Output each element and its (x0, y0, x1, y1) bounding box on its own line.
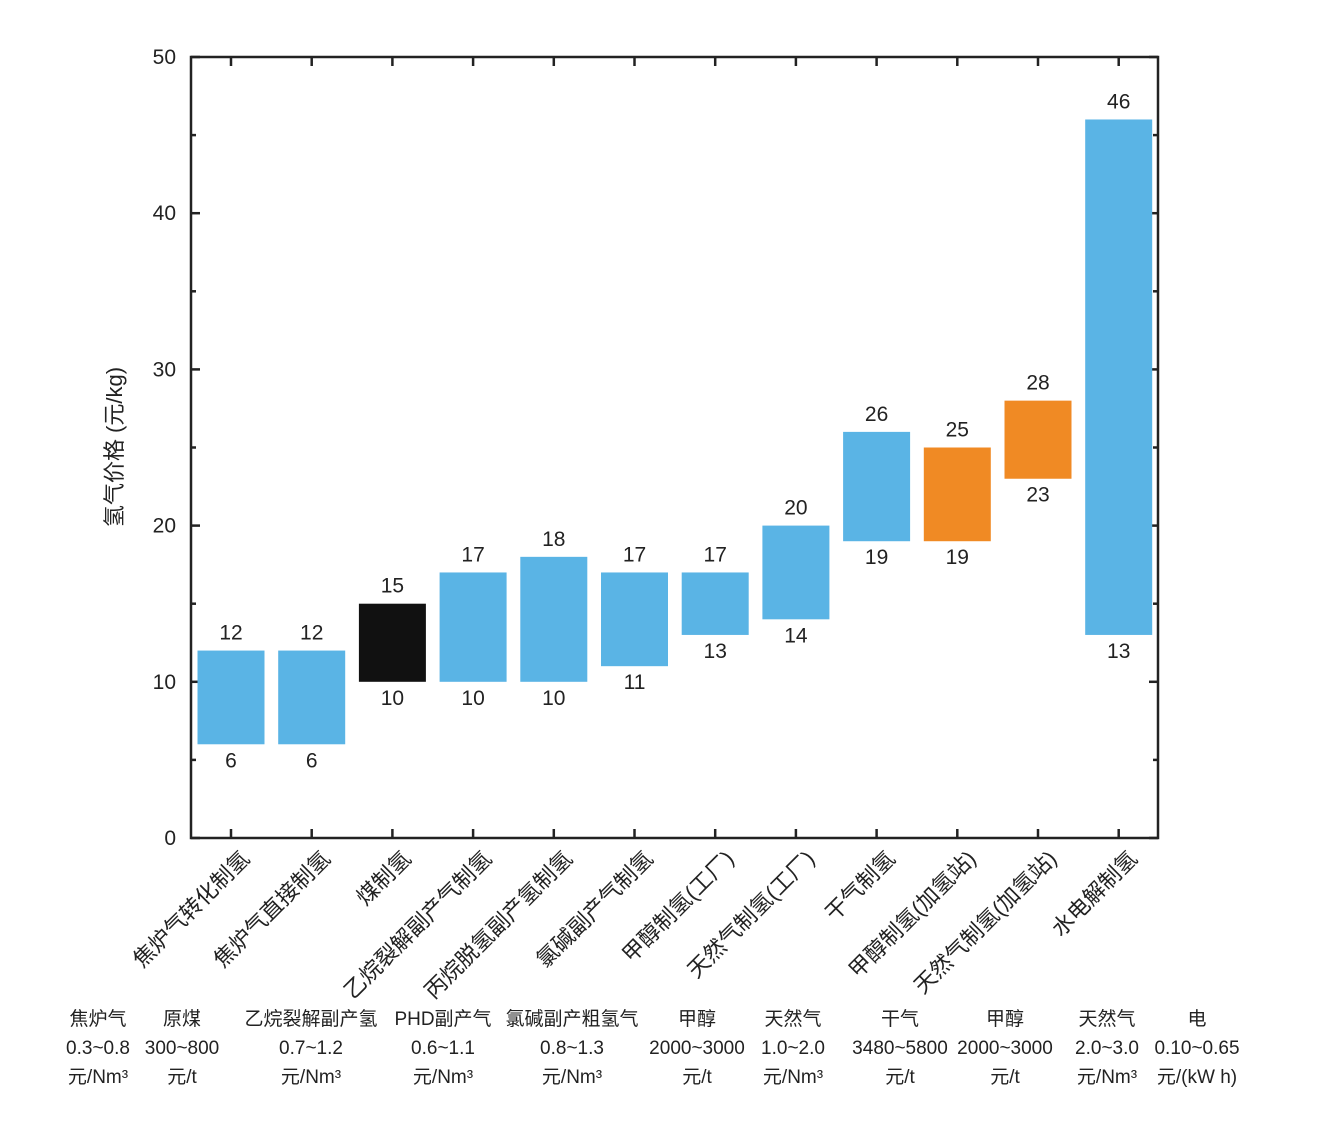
range-bar (923, 447, 991, 542)
feedstock-price-range: 0.8~1.3 (540, 1038, 604, 1059)
range-bar (843, 431, 911, 542)
high-value-label: 12 (300, 622, 323, 645)
y-axis-label: 氢气价格 (元/kg) (102, 367, 127, 527)
low-value-label: 6 (225, 749, 237, 772)
feedstock-price-range: 0.10~0.65 (1154, 1038, 1240, 1059)
low-value-label: 10 (381, 687, 404, 710)
range-bar (1004, 400, 1072, 479)
high-value-label: 17 (704, 543, 727, 566)
low-value-label: 6 (306, 749, 318, 772)
bars-group (197, 119, 1153, 745)
feedstock-name: 焦炉气 (69, 1009, 127, 1030)
feedstock-price-range: 0.7~1.2 (279, 1038, 343, 1059)
high-value-label: 12 (219, 622, 242, 645)
feedstock-column: 天然气 1.0~2.0 元/Nm³ (761, 1010, 825, 1097)
feedstock-name: 电 (1187, 1009, 1207, 1030)
high-value-label: 28 (1026, 372, 1049, 395)
category-label: 煤制氢 (352, 846, 416, 910)
low-value-label: 10 (542, 687, 565, 710)
feedstock-column: 甲醇 2000~3000 元/t (649, 1010, 745, 1097)
range-bar (278, 650, 346, 745)
high-value-label: 15 (381, 575, 404, 598)
high-value-label: 18 (542, 528, 565, 551)
feedstock-column: 原煤 300~800 元/t (145, 1010, 220, 1097)
low-value-label: 10 (461, 687, 484, 710)
feedstock-name: 甲醇 (677, 1009, 717, 1030)
category-label: 丙烷脱氢副产氢制氢 (420, 846, 578, 1004)
high-value-label: 17 (461, 543, 484, 566)
y-tick-label: 40 (153, 202, 176, 225)
feedstock-price-unit: 元/Nm³ (1076, 1067, 1138, 1088)
hydrogen-price-chart: 0 10 20 30 40 50 12 6 12 6 15 10 17 10 18 10 17 11 17 13 20… (102, 46, 1160, 1004)
feedstock-column: 乙烷裂解副产氢 0.7~1.2 元/Nm³ (244, 1010, 377, 1097)
feedstock-price-unit: 元/Nm³ (67, 1067, 129, 1088)
data-labels-group: 12 6 12 6 15 10 17 10 18 10 17 11 17 13 20 14 26 19 25 19 28… (219, 90, 1130, 772)
feedstock-price-unit: 元/Nm³ (280, 1067, 342, 1088)
feedstock-price-range: 2.0~3.0 (1075, 1038, 1139, 1059)
range-bar (681, 572, 749, 635)
y-tick-label: 10 (153, 671, 176, 694)
feedstock-column: PHD副产气 0.6~1.1 元/Nm³ (394, 1010, 491, 1097)
feedstock-name: 乙烷裂解副产氢 (244, 1009, 378, 1030)
y-tick-label: 30 (153, 358, 176, 381)
range-bar (601, 572, 668, 667)
feedstock-column: 天然气 2.0~3.0 元/Nm³ (1075, 1010, 1139, 1097)
low-value-label: 19 (946, 546, 969, 569)
feedstock-price-range: 3480~5800 (852, 1038, 948, 1059)
feedstock-price-table: 焦炉气 0.3~0.8 元/Nm³ 原煤 300~800 元/t 乙烷裂解副产氢 0.7~1.… (0, 1010, 1343, 1120)
feedstock-price-unit: 元/(kW h) (1156, 1067, 1238, 1088)
low-value-label: 19 (865, 546, 888, 569)
feedstock-price-range: 2000~3000 (649, 1038, 745, 1059)
high-value-label: 17 (623, 543, 646, 566)
y-tick-label: 0 (164, 827, 176, 850)
range-bar (358, 603, 426, 682)
feedstock-column: 甲醇 2000~3000 元/t (957, 1010, 1053, 1097)
high-value-label: 25 (946, 419, 969, 442)
category-label: 水电解制氢 (1047, 846, 1142, 941)
low-value-label: 23 (1026, 484, 1049, 507)
low-value-label: 11 (624, 671, 646, 694)
low-value-label: 13 (704, 640, 727, 663)
feedstock-price-unit: 元/Nm³ (762, 1067, 824, 1088)
feedstock-name: 天然气 (764, 1009, 822, 1030)
feedstock-name: 干气 (880, 1009, 920, 1030)
feedstock-name: 甲醇 (985, 1009, 1025, 1030)
range-bar (439, 572, 507, 682)
feedstock-price-unit: 元/Nm³ (541, 1067, 603, 1088)
feedstock-price-range: 0.3~0.8 (66, 1038, 130, 1059)
feedstock-name: 原煤 (162, 1009, 201, 1030)
category-label: 乙烷裂解副产气制氢 (339, 846, 497, 1004)
feedstock-price-range: 0.6~1.1 (411, 1038, 475, 1059)
feedstock-price-range: 2000~3000 (957, 1038, 1053, 1059)
high-value-label: 46 (1107, 90, 1130, 113)
low-value-label: 13 (1107, 640, 1130, 663)
category-label: 干气制氢 (820, 846, 900, 926)
feedstock-price-unit: 元/t (990, 1067, 1020, 1088)
y-tick-label: 20 (153, 515, 176, 538)
high-value-label: 20 (784, 497, 807, 520)
feedstock-column: 氯碱副产粗氢气 0.8~1.3 元/Nm³ (505, 1010, 638, 1097)
y-tick-label: 50 (153, 46, 176, 69)
range-bar (762, 525, 830, 620)
feedstock-name: 氯碱副产粗氢气 (505, 1009, 639, 1030)
feedstock-column: 干气 3480~5800 元/t (852, 1010, 948, 1097)
category-label: 天然气制氢(加氢站) (909, 846, 1061, 998)
feedstock-column: 电 0.10~0.65 元/(kW h) (1154, 1010, 1239, 1097)
feedstock-price-unit: 元/t (682, 1067, 712, 1088)
feedstock-price-unit: 元/t (885, 1067, 915, 1088)
high-value-label: 26 (865, 403, 888, 426)
feedstock-column: 焦炉气 0.3~0.8 元/Nm³ (66, 1010, 130, 1097)
range-bar (1085, 119, 1153, 635)
feedstock-name: 天然气 (1078, 1009, 1136, 1030)
feedstock-price-unit: 元/t (167, 1067, 197, 1088)
feedstock-price-unit: 元/Nm³ (412, 1067, 474, 1088)
feedstock-name: PHD副产气 (394, 1009, 492, 1030)
range-bar (520, 556, 588, 682)
feedstock-price-range: 300~800 (144, 1038, 220, 1059)
feedstock-price-range: 1.0~2.0 (761, 1038, 825, 1059)
range-bar (197, 650, 265, 745)
low-value-label: 14 (784, 624, 808, 647)
